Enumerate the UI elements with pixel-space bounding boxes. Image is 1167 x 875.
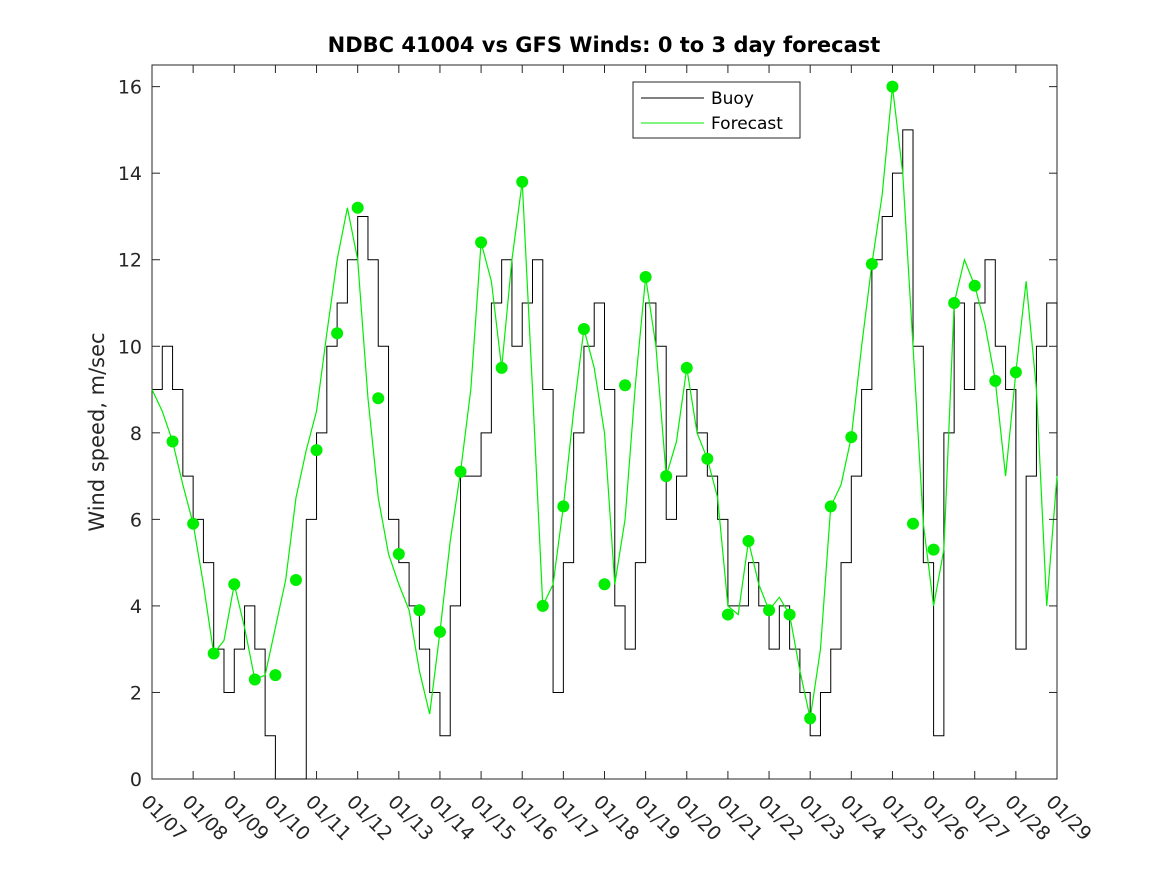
forecast-marker: [248, 673, 261, 686]
x-tick-label: 01/15: [466, 791, 520, 845]
forecast-marker: [660, 470, 673, 483]
x-tick-label: 01/21: [712, 791, 766, 845]
x-tick-label: 01/11: [301, 791, 355, 845]
forecast-marker: [619, 379, 632, 392]
chart-title: NDBC 41004 vs GFS Winds: 0 to 3 day fore…: [328, 33, 881, 57]
forecast-marker: [331, 327, 344, 340]
legend-label-buoy: Buoy: [711, 89, 754, 109]
legend-label-forecast: Forecast: [711, 114, 783, 134]
x-tick-label: 01/10: [260, 791, 314, 845]
forecast-marker: [166, 435, 179, 448]
forecast-marker: [207, 647, 220, 660]
x-tick-label: 01/07: [136, 791, 190, 845]
forecast-marker: [187, 517, 200, 530]
forecast-marker: [577, 322, 590, 335]
forecast-marker: [742, 535, 755, 547]
forecast-marker: [536, 599, 549, 612]
x-tick-label: 01/24: [836, 791, 890, 845]
plot-area: [151, 64, 1058, 780]
forecast-marker: [413, 604, 426, 617]
forecast-marker: [845, 431, 858, 444]
forecast-marker: [701, 452, 714, 465]
x-tick-label: 01/26: [918, 791, 972, 845]
forecast-marker: [721, 608, 734, 621]
y-axis-ticks: 0 2 4 6 8 10 12 14 16: [118, 77, 1057, 791]
forecast-marker: [763, 604, 776, 617]
x-tick-label: 01/23: [795, 791, 849, 845]
forecast-marker: [516, 175, 529, 188]
y-tick-label: 8: [130, 423, 142, 445]
legend: Buoy Forecast: [632, 81, 801, 139]
forecast-marker: [968, 279, 981, 292]
legend-box: [632, 81, 801, 139]
forecast-marker: [639, 271, 652, 284]
x-tick-label: 01/12: [342, 791, 396, 845]
y-tick-label: 14: [118, 163, 142, 185]
x-tick-label: 01/27: [959, 791, 1013, 845]
forecast-marker: [372, 392, 385, 405]
forecast-marker: [475, 236, 488, 249]
x-tick-label: 01/20: [671, 791, 725, 845]
forecast-marker: [228, 578, 241, 591]
series-forecast-line: [151, 86, 1058, 719]
forecast-marker: [454, 465, 467, 478]
x-tick-label: 01/18: [589, 791, 643, 845]
x-tick-label: 01/22: [754, 791, 808, 845]
forecast-marker: [289, 573, 302, 586]
series-buoy-line: [152, 129, 1058, 780]
x-tick-label: 01/13: [383, 791, 437, 845]
forecast-marker: [557, 500, 570, 513]
forecast-marker: [989, 374, 1002, 387]
forecast-marker: [804, 712, 817, 725]
x-tick-label: 01/14: [424, 791, 478, 845]
y-tick-label: 6: [130, 509, 142, 531]
forecast-marker: [865, 258, 878, 271]
forecast-marker: [824, 500, 837, 513]
forecast-marker: [907, 517, 920, 530]
axes-box: [151, 64, 1058, 780]
forecast-marker: [269, 669, 282, 682]
forecast-marker: [433, 625, 446, 638]
x-tick-label: 01/17: [548, 791, 602, 845]
forecast-marker: [886, 80, 899, 93]
forecast-marker: [1009, 366, 1022, 379]
forecast-marker: [495, 361, 508, 374]
forecast-marker: [310, 444, 323, 457]
x-tick-label: 01/29: [1041, 791, 1095, 845]
y-tick-label: 2: [130, 682, 142, 704]
forecast-marker: [598, 578, 611, 591]
forecast-marker: [783, 608, 796, 621]
forecast-marker: [927, 543, 940, 556]
forecast-marker: [351, 201, 364, 214]
forecast-marker: [948, 297, 961, 309]
x-tick-label: 01/25: [877, 791, 931, 845]
x-tick-label: 01/16: [507, 791, 561, 845]
y-axis-label: Wind speed, m/sec: [85, 332, 109, 531]
y-tick-label: 10: [118, 336, 142, 358]
y-tick-label: 16: [118, 77, 142, 99]
x-tick-label: 01/28: [1000, 791, 1054, 845]
y-tick-label: 12: [118, 250, 142, 272]
y-tick-label: 0: [130, 769, 142, 791]
forecast-marker: [392, 547, 405, 560]
y-tick-label: 4: [130, 596, 142, 618]
x-tick-label: 01/08: [178, 791, 232, 845]
x-tick-label: 01/09: [219, 791, 273, 845]
x-tick-label: 01/19: [630, 791, 684, 845]
forecast-marker: [680, 361, 693, 374]
